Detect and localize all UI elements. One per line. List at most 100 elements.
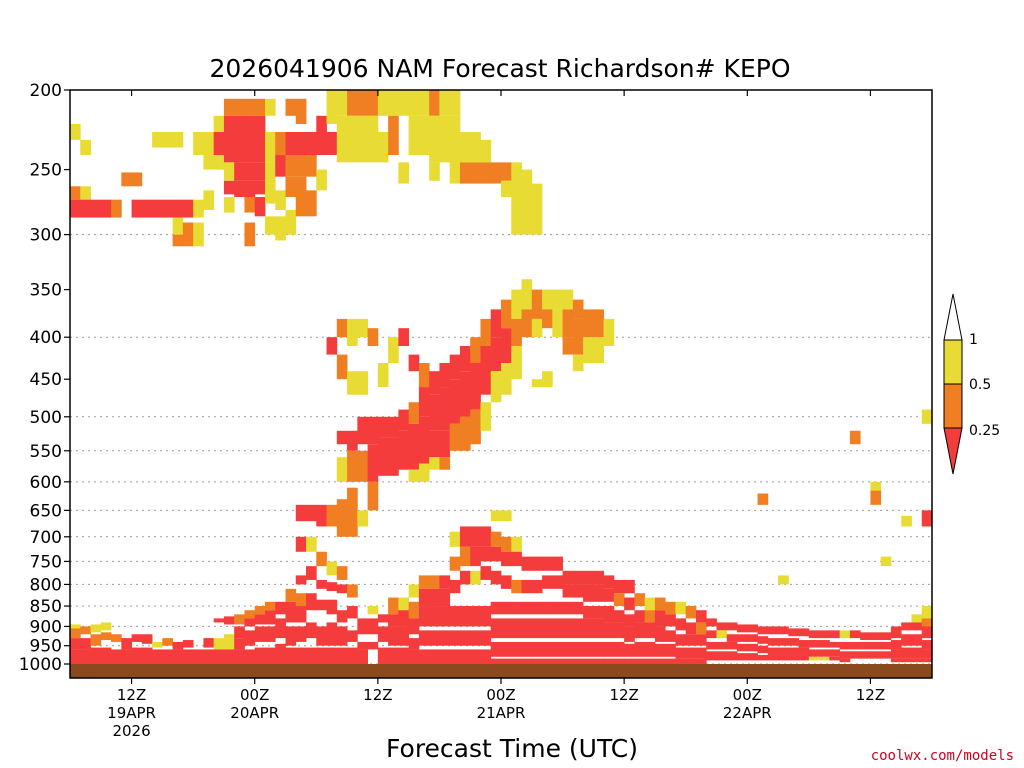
ri-cell (808, 656, 820, 661)
ri-cell (275, 601, 286, 615)
ri-cell (706, 651, 717, 661)
ri-cell (480, 546, 492, 562)
ri-cell (572, 658, 584, 664)
ri-cell (152, 199, 163, 218)
ri-cell (172, 132, 184, 148)
ri-cell (490, 337, 502, 372)
ri-cell (480, 649, 492, 664)
ri-cell (223, 98, 235, 116)
ri-cell (572, 584, 584, 598)
ri-cell (408, 115, 420, 156)
ri-cell (285, 98, 297, 116)
ri-cell (644, 597, 656, 611)
ri-cell (316, 504, 327, 527)
ri-cell (347, 430, 358, 451)
ri-cell (213, 132, 225, 156)
ri-cell (829, 649, 841, 657)
ri-cell (521, 169, 533, 198)
ri-cell (603, 622, 615, 639)
y-tick-label: 700 (30, 528, 62, 548)
ri-cell (490, 531, 502, 547)
ri-cell (213, 638, 225, 650)
ri-cell (531, 641, 543, 657)
ri-cell (665, 601, 676, 615)
ri-cell (80, 638, 91, 650)
ri-cell (264, 216, 276, 235)
ri-cell (634, 610, 646, 623)
ri-cell (490, 641, 502, 657)
ri-cell (367, 416, 379, 445)
ri-cell (562, 658, 574, 664)
ri-cell (511, 551, 522, 567)
ri-cell (542, 658, 553, 664)
ri-cell (459, 371, 471, 417)
ri-cell (737, 653, 748, 661)
ri-cell (921, 606, 933, 619)
y-tick-label: 1000 (19, 655, 62, 675)
x-tick-label: 12Z (856, 686, 885, 704)
ri-cell (829, 656, 841, 661)
ri-cell (480, 566, 492, 580)
ri-cell (264, 98, 276, 116)
ri-cell (757, 626, 769, 635)
y-tick-label: 650 (30, 501, 62, 521)
ri-cell (531, 183, 543, 235)
ri-cell (316, 599, 327, 611)
ri-cell (459, 162, 471, 184)
ri-cell (624, 597, 635, 611)
ri-cell (418, 649, 430, 664)
ri-cell (100, 199, 112, 218)
ri-cell (429, 371, 440, 395)
ri-cell (316, 579, 327, 589)
x-tick-label: 2026 (112, 722, 150, 740)
ri-cell (921, 626, 933, 639)
ri-cell (562, 618, 574, 639)
ri-cell (480, 139, 492, 163)
ri-cell (418, 416, 430, 464)
ri-cell (562, 289, 574, 310)
ri-cell (501, 575, 512, 589)
ri-cell (336, 610, 348, 623)
ri-cell (347, 450, 358, 482)
ri-cell (398, 597, 410, 611)
ri-cell (182, 640, 194, 648)
ri-cell (172, 234, 184, 247)
ri-cell (521, 658, 533, 664)
x-tick-label: 19APR (107, 704, 156, 722)
ri-cell (398, 328, 410, 347)
ri-cell (203, 638, 215, 648)
x-tick-label: 22APR (723, 704, 772, 722)
ri-cell (418, 90, 430, 116)
ri-cell (377, 363, 389, 388)
ri-cell (418, 387, 430, 417)
ri-cell (439, 575, 451, 589)
ri-cell (459, 526, 471, 547)
ri-cell (264, 647, 276, 664)
ri-cell (654, 597, 666, 611)
ri-cell (285, 588, 297, 602)
ri-cell (203, 649, 215, 664)
ri-cell (459, 546, 471, 567)
ri-cell (634, 658, 646, 664)
ri-cell (254, 626, 266, 642)
ri-cell (634, 593, 646, 607)
ri-cell (244, 115, 256, 163)
ri-cell (357, 510, 368, 527)
ri-cell (880, 556, 892, 567)
ri-cell (808, 649, 820, 657)
ri-cell (377, 90, 389, 116)
plot-area (69, 89, 933, 679)
ri-cell (439, 363, 451, 388)
ri-cell (562, 309, 574, 338)
ri-cell (685, 606, 697, 619)
y-tick-label: 850 (30, 597, 62, 617)
ri-cell (562, 601, 574, 615)
ri-cell (172, 649, 184, 664)
ri-cell (398, 647, 410, 664)
ri-cell (726, 651, 738, 661)
ri-cell (624, 614, 635, 627)
ri-cell (593, 570, 605, 585)
ri-cell (203, 132, 215, 170)
ri-cell (141, 647, 153, 664)
